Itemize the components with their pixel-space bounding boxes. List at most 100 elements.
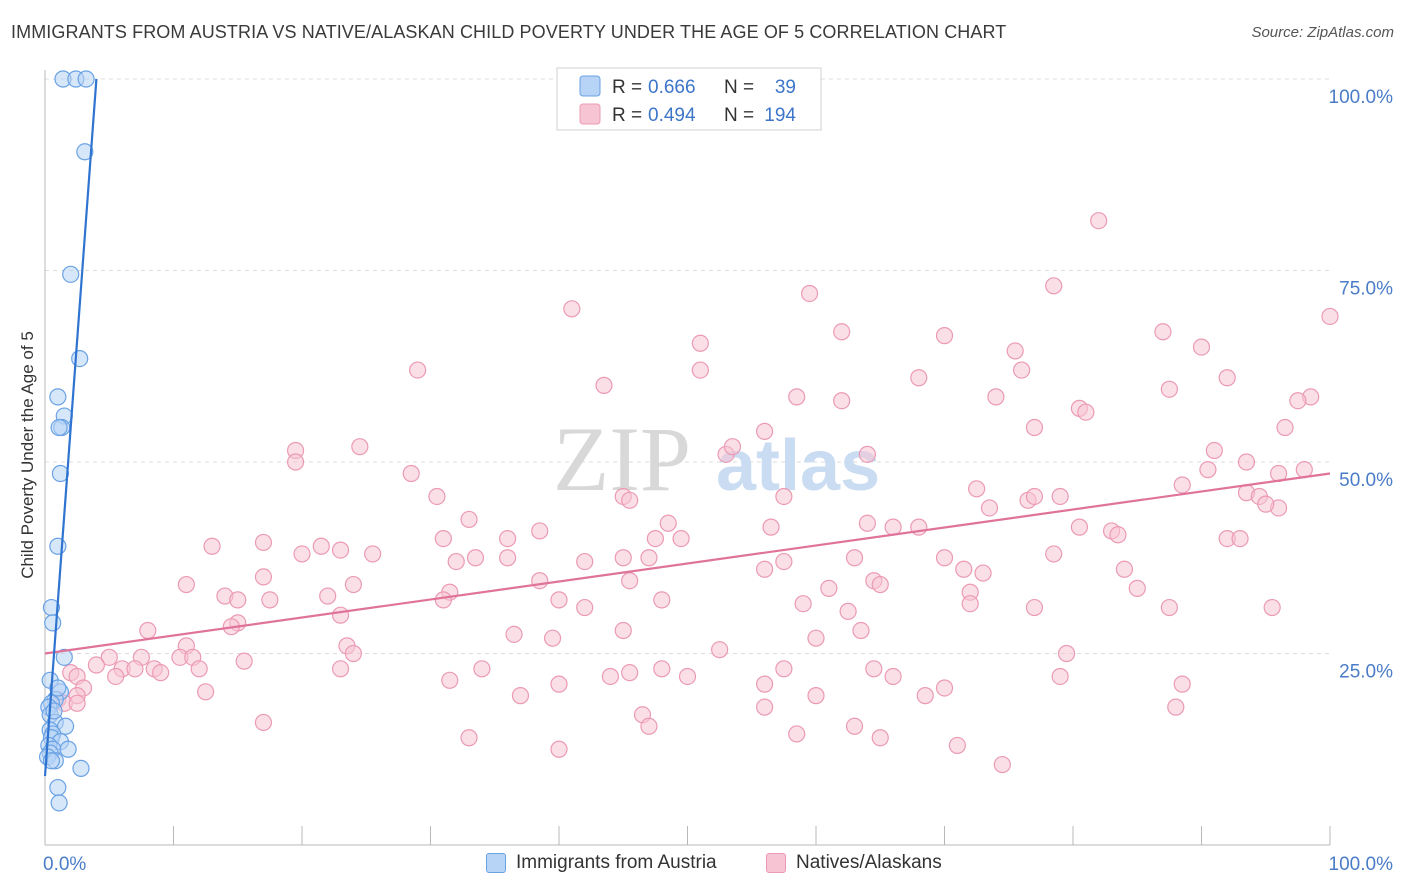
natives-alaskans-point — [550, 591, 568, 609]
natives-alaskans-point — [968, 480, 986, 498]
immigrants-austria-point — [55, 648, 73, 666]
natives-alaskans-point — [1012, 361, 1031, 379]
natives-alaskans-point — [653, 660, 671, 678]
watermark-atlas: atlas — [716, 426, 880, 506]
natives-alaskans-point — [762, 518, 780, 536]
natives-alaskans-point — [344, 575, 362, 594]
natives-alaskans-point — [543, 629, 562, 647]
natives-alaskans-point — [833, 323, 851, 341]
trend-lines — [43, 78, 1331, 777]
legend-swatch-blue — [486, 853, 506, 873]
legend-r-value: 0.494 — [648, 105, 696, 126]
natives-alaskans-point — [1173, 675, 1191, 693]
natives-alaskans-point — [1109, 526, 1127, 544]
natives-alaskans-point — [235, 652, 253, 670]
natives-alaskans-point — [1045, 277, 1063, 295]
natives-alaskans-point — [409, 361, 427, 379]
natives-alaskans-point — [1045, 545, 1063, 563]
natives-alaskans-point — [755, 675, 774, 693]
source-label[interactable]: Source: ZipAtlas.com — [1251, 24, 1394, 41]
natives-alaskans-point — [865, 660, 883, 678]
legend-frame — [556, 67, 822, 131]
natives-alaskans-point — [177, 575, 195, 594]
natives-alaskans-point — [691, 361, 709, 379]
natives-alaskans-point — [775, 487, 793, 506]
natives-alaskans-point — [286, 453, 305, 471]
natives-alaskans-point — [563, 300, 581, 318]
natives-alaskans-point — [100, 648, 118, 666]
immigrants-austria-point — [50, 418, 68, 437]
natives-alaskans-point — [511, 687, 530, 705]
natives-alaskans-point — [800, 284, 819, 303]
natives-alaskans-point — [788, 725, 806, 743]
natives-alaskans-point — [107, 667, 125, 686]
natives-alaskans-point — [499, 529, 517, 548]
natives-alaskans-point — [601, 667, 620, 686]
natives-alaskans-point — [331, 660, 350, 678]
natives-alaskans-point — [331, 541, 350, 559]
natives-alaskans-point — [229, 591, 247, 609]
immigrants-austria-point — [72, 759, 90, 778]
natives-alaskans-point — [1257, 495, 1275, 513]
natives-alaskans-point — [916, 687, 934, 705]
natives-alaskans-point — [1205, 441, 1223, 460]
natives-alaskans-point — [935, 327, 954, 345]
x-tick-label: 100.0% — [1329, 854, 1394, 875]
y-tick-label: 25.0% — [1339, 662, 1393, 683]
natives-alaskans-point — [1199, 461, 1217, 479]
natives-alaskans-point — [1025, 487, 1044, 506]
natives-alaskans-point — [659, 514, 677, 532]
natives-alaskans-point — [473, 660, 491, 678]
legend-item-natives[interactable]: Natives/Alaskans — [766, 852, 942, 874]
natives-alaskans-point — [621, 572, 639, 590]
immigrants-austria-point — [77, 70, 95, 88]
natives-alaskans-point — [139, 621, 157, 640]
natives-alaskans-point — [614, 549, 632, 567]
natives-alaskans-point — [595, 376, 613, 394]
natives-alaskans-point — [1070, 518, 1089, 536]
natives-alaskans-point — [1090, 212, 1108, 230]
natives-alaskans-point — [1231, 529, 1249, 548]
natives-alaskans-point — [935, 679, 954, 697]
legend-item-austria[interactable]: Immigrants from Austria — [486, 852, 717, 874]
natives-alaskans-point — [152, 664, 170, 682]
natives-alaskans-point — [364, 545, 382, 563]
natives-alaskans-point — [1115, 560, 1134, 578]
x-tick-label: 0.0% — [43, 854, 86, 875]
natives-alaskans-point — [499, 549, 517, 567]
legend-n-value: 194 — [764, 105, 796, 126]
natives-alaskans-point — [197, 683, 215, 701]
natives-alaskans-point — [576, 552, 594, 571]
natives-alaskans-point — [203, 537, 221, 555]
natives-alaskans-point — [434, 529, 452, 548]
natives-alaskans-point — [910, 369, 928, 387]
natives-alaskans-point — [1289, 392, 1307, 410]
natives-alaskans-point — [646, 529, 664, 548]
natives-alaskans-point — [254, 713, 273, 732]
immigrants-austria-point — [51, 464, 70, 483]
natives-alaskans-point — [331, 606, 350, 624]
natives-alaskans-point — [871, 575, 889, 594]
natives-alaskans-point — [68, 694, 86, 712]
natives-alaskans-point — [550, 740, 568, 758]
legend-n-label: N = — [724, 105, 754, 126]
natives-alaskans-point — [447, 552, 465, 571]
natives-alaskans-point — [293, 545, 311, 563]
natives-alaskans-point — [955, 560, 973, 578]
natives-alaskans-point — [254, 533, 273, 552]
natives-alaskans-point — [261, 591, 279, 609]
natives-alaskans-point — [1218, 369, 1236, 387]
natives-alaskans-point — [466, 549, 485, 567]
grid-lines — [45, 78, 1330, 654]
legend-swatch-pink — [579, 103, 601, 125]
natives-alaskans-point — [344, 644, 362, 663]
natives-alaskans-point — [1237, 453, 1256, 471]
legend-r-label: R = — [612, 105, 642, 126]
natives-alaskans-point — [1025, 418, 1044, 437]
legend-n-value: 39 — [775, 77, 796, 98]
natives-alaskans-point — [961, 595, 979, 613]
immigrants-austria-point — [50, 794, 68, 812]
natives-alaskans-point — [1160, 380, 1178, 398]
natives-alaskans-point — [884, 667, 902, 686]
